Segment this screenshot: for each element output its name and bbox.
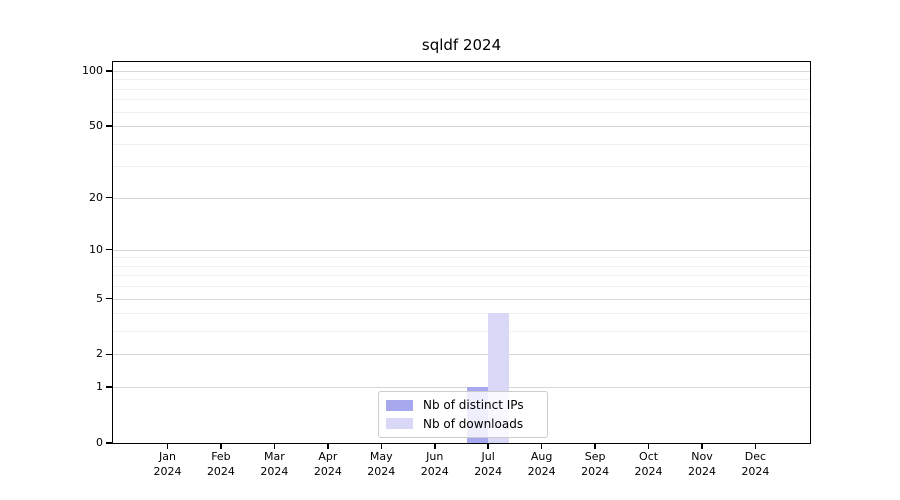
- x-tick-apr: [327, 443, 329, 449]
- minor-gridline-9: [113, 257, 810, 259]
- x-tick-oct: [647, 443, 650, 449]
- minor-gridline-4: [113, 313, 810, 315]
- y-tick-label-1: 1: [96, 380, 103, 394]
- x-tick-feb: [220, 443, 222, 449]
- major-gridline-5: [113, 298, 810, 300]
- y-tick-label-5: 5: [96, 291, 103, 305]
- y-tick-5: [106, 297, 113, 300]
- minor-gridline-3: [113, 331, 810, 333]
- x-tick-label-feb: Feb 2024: [206, 450, 235, 478]
- x-tick-label-sep: Sep 2024: [581, 450, 610, 478]
- x-tick-nov: [701, 443, 703, 449]
- minor-gridline-80: [113, 88, 810, 90]
- x-tick-dec: [754, 443, 757, 449]
- x-tick-label-aug: Aug 2024: [527, 450, 556, 478]
- y-tick-label-20: 20: [89, 190, 103, 204]
- legend: Nb of distinct IPs Nb of downloads: [378, 391, 548, 438]
- y-tick-label-100: 100: [82, 64, 103, 78]
- x-tick-aug: [540, 443, 543, 449]
- x-tick-mar: [273, 443, 276, 449]
- y-tick-1: [106, 386, 113, 388]
- minor-gridline-70: [113, 99, 810, 101]
- x-tick-sep: [594, 443, 596, 449]
- y-tick-100: [106, 70, 113, 72]
- y-tick-label-50: 50: [89, 119, 103, 133]
- x-tick-label-nov: Nov 2024: [688, 450, 716, 478]
- major-gridline-100: [113, 71, 810, 73]
- x-tick-label-oct: Oct 2024: [634, 450, 663, 478]
- minor-gridline-8: [113, 265, 810, 267]
- major-gridline-10: [113, 249, 810, 251]
- y-tick-0: [106, 442, 113, 444]
- x-tick-may: [380, 443, 383, 449]
- x-tick-label-jun: Jun 2024: [420, 450, 449, 478]
- major-gridline-50: [113, 126, 810, 128]
- legend-label-downloads: Nb of downloads: [423, 416, 524, 431]
- y-tick-label-0: 0: [96, 436, 103, 449]
- legend-row-distinct-ips: Nb of distinct IPs: [386, 398, 539, 412]
- x-tick-label-jul: Jul 2024: [474, 450, 503, 478]
- legend-swatch-distinct-ips: [386, 399, 413, 411]
- minor-gridline-30: [113, 166, 810, 168]
- major-gridline-20: [113, 197, 810, 199]
- chart-title: sqldf 2024: [421, 36, 502, 54]
- y-tick-2: [106, 353, 113, 356]
- legend-row-downloads: Nb of downloads: [386, 417, 539, 431]
- x-tick-label-dec: Dec 2024: [741, 450, 770, 478]
- y-tick-10: [106, 248, 113, 251]
- x-tick-jul: [487, 443, 489, 449]
- legend-swatch-downloads: [386, 418, 413, 430]
- x-tick-label-may: May 2024: [367, 450, 396, 478]
- minor-gridline-90: [113, 79, 810, 81]
- x-tick-label-mar: Mar 2024: [260, 450, 289, 478]
- x-tick-jan: [166, 443, 169, 449]
- y-tick-20: [106, 196, 113, 199]
- x-tick-label-apr: Apr 2024: [313, 450, 342, 478]
- minor-gridline-60: [113, 111, 810, 113]
- y-tick-50: [106, 125, 113, 127]
- minor-gridline-7: [113, 275, 810, 277]
- major-gridline-2: [113, 354, 810, 356]
- x-tick-jun: [434, 443, 436, 449]
- y-tick-label-10: 10: [89, 242, 103, 256]
- legend-label-distinct-ips: Nb of distinct IPs: [423, 398, 524, 413]
- minor-gridline-40: [113, 143, 810, 145]
- x-tick-label-jan: Jan 2024: [153, 450, 182, 478]
- major-gridline-1: [113, 387, 810, 389]
- y-tick-label-2: 2: [96, 347, 103, 361]
- minor-gridline-6: [113, 286, 810, 288]
